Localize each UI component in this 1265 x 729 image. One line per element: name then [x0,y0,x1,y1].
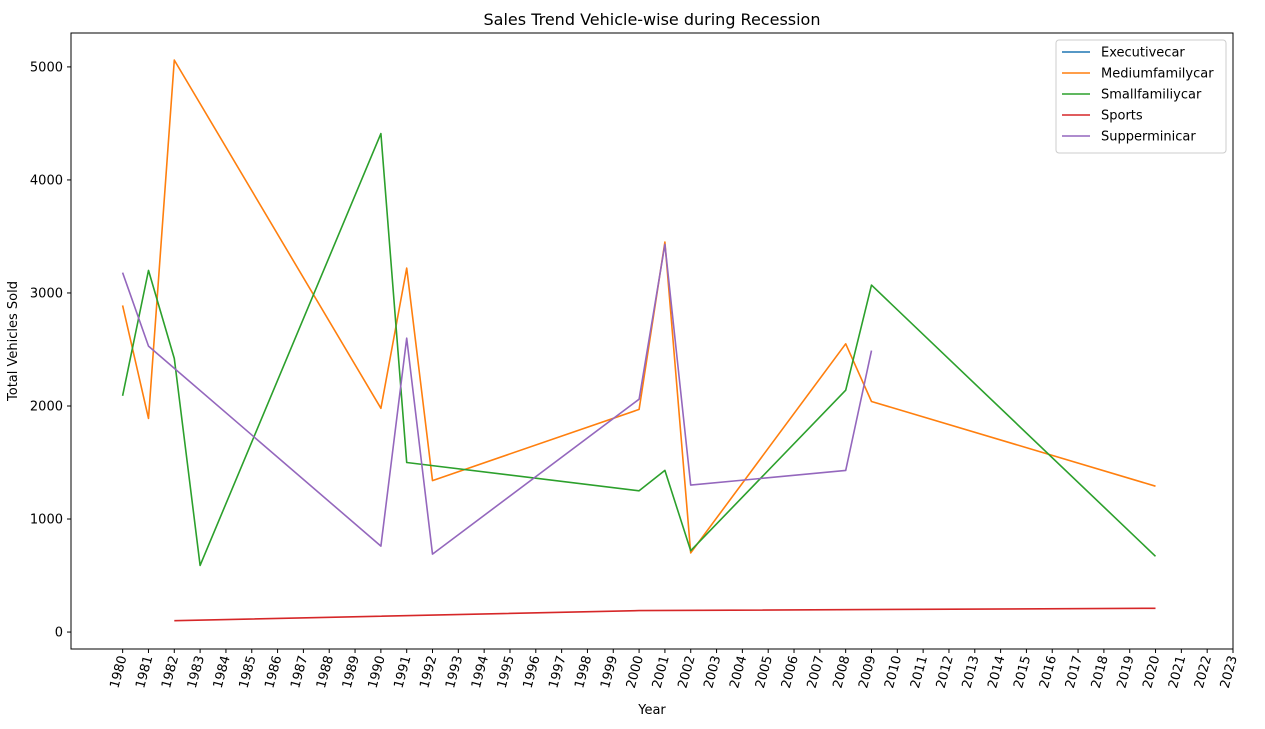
legend: Executivecar Mediumfamilycar Smallfamiliyc… [1055,39,1227,154]
legend-label: Executivecar [1101,46,1185,61]
y-tick-label: 5000 [30,60,63,75]
series-line-sports [174,607,1156,622]
series-line-mediumfamilycar [121,59,1156,554]
legend-box [1055,39,1227,154]
legend-label: Smallfamiliycar [1101,88,1202,103]
legend-label: Supperminicar [1101,130,1196,145]
series-line-supperminicar [121,243,873,555]
plot-frame [70,32,1234,650]
y-tick-label: 3000 [30,286,63,301]
x-axis: 1980 1981 1982 1983 1984 1985 1986 1987 1988 1989… [107,649,1241,690]
plot-lines [121,59,1157,622]
series-line-smallfamiliycar [121,132,1157,567]
chart-title: Sales Trend Vehicle-wise during Recessio… [484,10,821,29]
y-tick-label: 4000 [30,173,63,188]
x-axis-title: Year [637,703,666,718]
y-axis-title: Total Vehicles Sold [6,281,21,402]
legend-label: Sports [1101,109,1143,124]
y-tick-label: 2000 [30,399,63,414]
y-tick-label: 0 [55,626,63,641]
y-axis: 0 1000 2000 3000 4000 5000 [30,60,71,641]
legend-label: Mediumfamilycar [1101,67,1214,82]
y-tick-label: 1000 [30,513,63,528]
